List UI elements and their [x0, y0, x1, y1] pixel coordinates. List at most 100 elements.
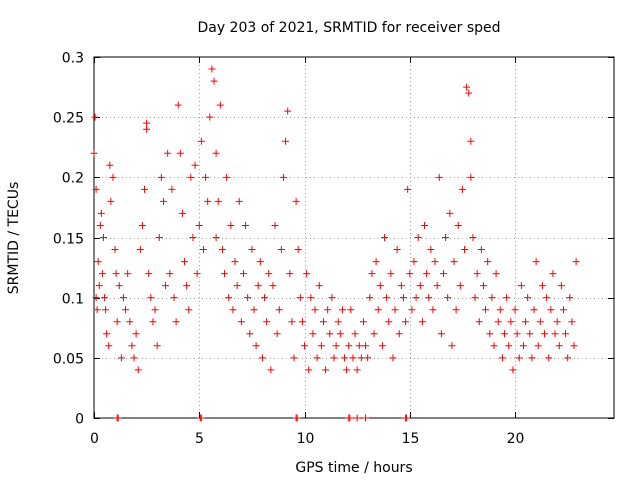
data-points: [90, 65, 580, 422]
data-point: [328, 294, 336, 302]
data-point: [237, 318, 245, 326]
data-point: [119, 294, 127, 302]
data-point: [507, 318, 515, 326]
data-point: [206, 113, 214, 121]
data-point: [433, 282, 441, 290]
data-point: [315, 282, 323, 290]
data-point: [450, 258, 458, 266]
data-point: [324, 306, 332, 314]
data-point: [273, 330, 281, 338]
data-point: [168, 185, 176, 193]
y-tick-label: 0.25: [53, 111, 84, 127]
data-point: [250, 306, 258, 314]
data-point: [216, 101, 224, 109]
data-point: [134, 366, 142, 374]
data-point: [98, 270, 106, 278]
data-point: [406, 270, 414, 278]
data-point: [107, 197, 115, 205]
data-point: [322, 366, 330, 374]
data-point: [229, 306, 237, 314]
data-point: [473, 270, 481, 278]
data-point: [404, 185, 412, 193]
data-point: [564, 354, 572, 362]
data-point: [410, 258, 418, 266]
data-point: [553, 318, 561, 326]
data-point: [355, 342, 363, 350]
data-point: [317, 342, 325, 350]
data-point: [338, 306, 346, 314]
data-point: [364, 354, 372, 362]
data-point: [505, 342, 513, 350]
data-point: [463, 83, 471, 91]
data-point: [501, 330, 509, 338]
data-point: [368, 270, 376, 278]
data-point: [94, 258, 102, 266]
data-point: [353, 366, 361, 374]
plot-frame: [93, 56, 615, 419]
data-point: [138, 221, 146, 229]
data-point: [106, 161, 114, 169]
data-point: [545, 354, 553, 362]
data-point: [536, 318, 544, 326]
data-point: [279, 173, 287, 181]
x-tick-label: 10: [297, 431, 315, 447]
data-point: [391, 306, 399, 314]
data-point: [522, 318, 530, 326]
data-point: [458, 185, 466, 193]
data-point: [103, 330, 111, 338]
data-point: [551, 330, 559, 338]
data-point: [128, 342, 136, 350]
data-point: [446, 209, 454, 217]
data-point: [532, 258, 540, 266]
data-point: [227, 221, 235, 229]
data-point: [92, 185, 100, 193]
data-point: [486, 330, 494, 338]
data-point: [454, 221, 462, 229]
data-point: [239, 270, 247, 278]
data-point: [528, 354, 536, 362]
data-point: [547, 306, 555, 314]
x-tick-label: 0: [90, 431, 99, 447]
data-point: [517, 282, 525, 290]
data-point: [471, 294, 479, 302]
data-point: [336, 330, 344, 338]
x-tick-label: 5: [195, 431, 204, 447]
data-point: [305, 366, 313, 374]
data-point: [362, 414, 370, 422]
data-point: [313, 354, 321, 362]
data-point: [393, 246, 401, 254]
data-point: [267, 366, 275, 374]
data-point: [557, 282, 565, 290]
data-point: [181, 258, 189, 266]
data-point: [143, 119, 151, 127]
data-point: [212, 234, 220, 241]
data-point: [345, 342, 353, 350]
data-point: [374, 306, 382, 314]
data-point: [162, 282, 170, 290]
data-point: [421, 221, 429, 229]
data-point: [332, 342, 340, 350]
data-point: [387, 270, 395, 278]
data-point: [534, 342, 542, 350]
data-point: [526, 330, 534, 338]
data-point: [439, 270, 447, 278]
data-point: [461, 246, 469, 254]
data-point: [389, 354, 397, 362]
data-point: [326, 330, 334, 338]
data-point: [477, 246, 485, 254]
data-point: [515, 354, 523, 362]
data-point: [242, 221, 250, 229]
data-point: [519, 342, 527, 350]
data-point: [442, 234, 450, 241]
data-point: [244, 294, 252, 302]
data-point: [124, 270, 132, 278]
data-point: [221, 270, 229, 278]
data-point: [197, 137, 205, 145]
data-point: [347, 306, 355, 314]
data-point: [357, 354, 365, 362]
y-tick-label: 0.15: [53, 232, 84, 248]
data-point: [202, 173, 210, 181]
data-point: [191, 161, 199, 169]
data-point: [258, 354, 266, 362]
